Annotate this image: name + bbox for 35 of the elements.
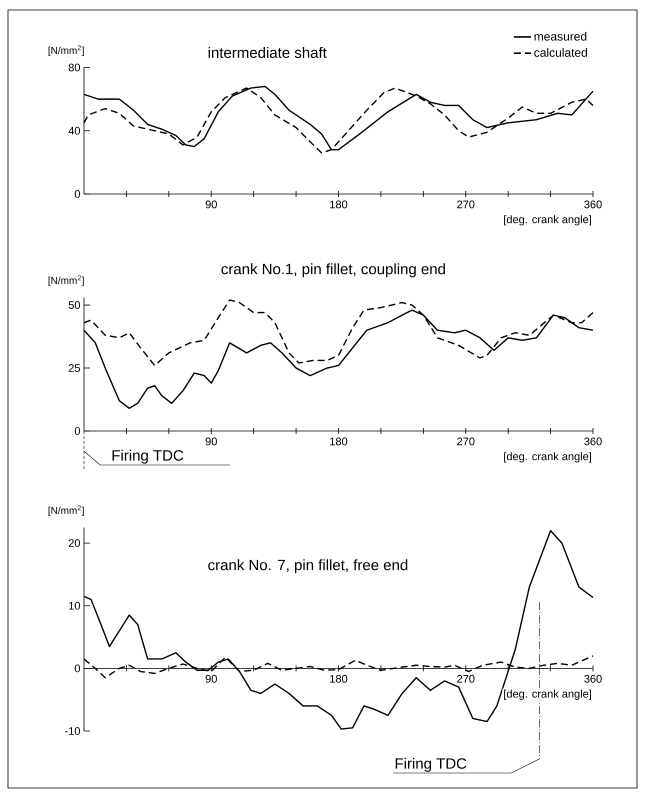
y-tick-label: 0 <box>74 427 80 435</box>
x-tick-label: 180 <box>330 438 348 446</box>
y-tick-label: 0 <box>74 664 80 672</box>
y-tick-label: 20 <box>68 539 80 548</box>
chart-title: crank No.1, pin fillet, coupling end <box>221 263 445 278</box>
y-tick-label: 25 <box>68 364 80 372</box>
x-tick-label: 90 <box>206 200 217 208</box>
y-tick-label: 0 <box>74 190 80 198</box>
y-tick-label: 10 <box>69 602 80 610</box>
legend-label: calculated <box>534 48 588 57</box>
x-tick-label: 90 <box>206 674 217 683</box>
chart-title: intermediate shaft <box>208 46 327 58</box>
y-axis-title: [N/mm$^{2}$] <box>48 45 84 56</box>
y-tick-label: 80 <box>68 64 80 72</box>
x-tick-label: 360 <box>584 200 602 208</box>
x-tick-label: 360 <box>584 438 602 446</box>
y-tick-label: 40 <box>68 126 80 135</box>
x-tick-label: 270 <box>457 674 474 683</box>
text: Firing TDC <box>112 450 184 464</box>
x-axis-title: [deg. crank angle] <box>504 690 592 700</box>
x-axis-title: [deg. crank angle] <box>504 215 592 226</box>
y-axis-title: [N/mm$^{2}$] <box>48 275 84 286</box>
y-tick-label: 50 <box>68 301 80 309</box>
x-tick-label: 270 <box>457 200 474 208</box>
x-tick-label: 180 <box>330 674 348 683</box>
x-tick-label: 180 <box>330 200 348 208</box>
x-tick-label: 270 <box>457 438 474 446</box>
text: crank No. 7, pin fillet, free end <box>208 559 408 574</box>
x-axis-title: [deg. crank angle] <box>504 452 592 462</box>
legend-label: measured <box>534 32 586 41</box>
x-tick-label: 90 <box>206 438 217 446</box>
x-tick-label: 360 <box>584 674 602 683</box>
ref-line-label: Firing TDC <box>396 758 466 772</box>
y-axis-title: [N/mm$^{2}$] <box>48 505 84 516</box>
y-tick-label: -10 <box>65 727 80 735</box>
